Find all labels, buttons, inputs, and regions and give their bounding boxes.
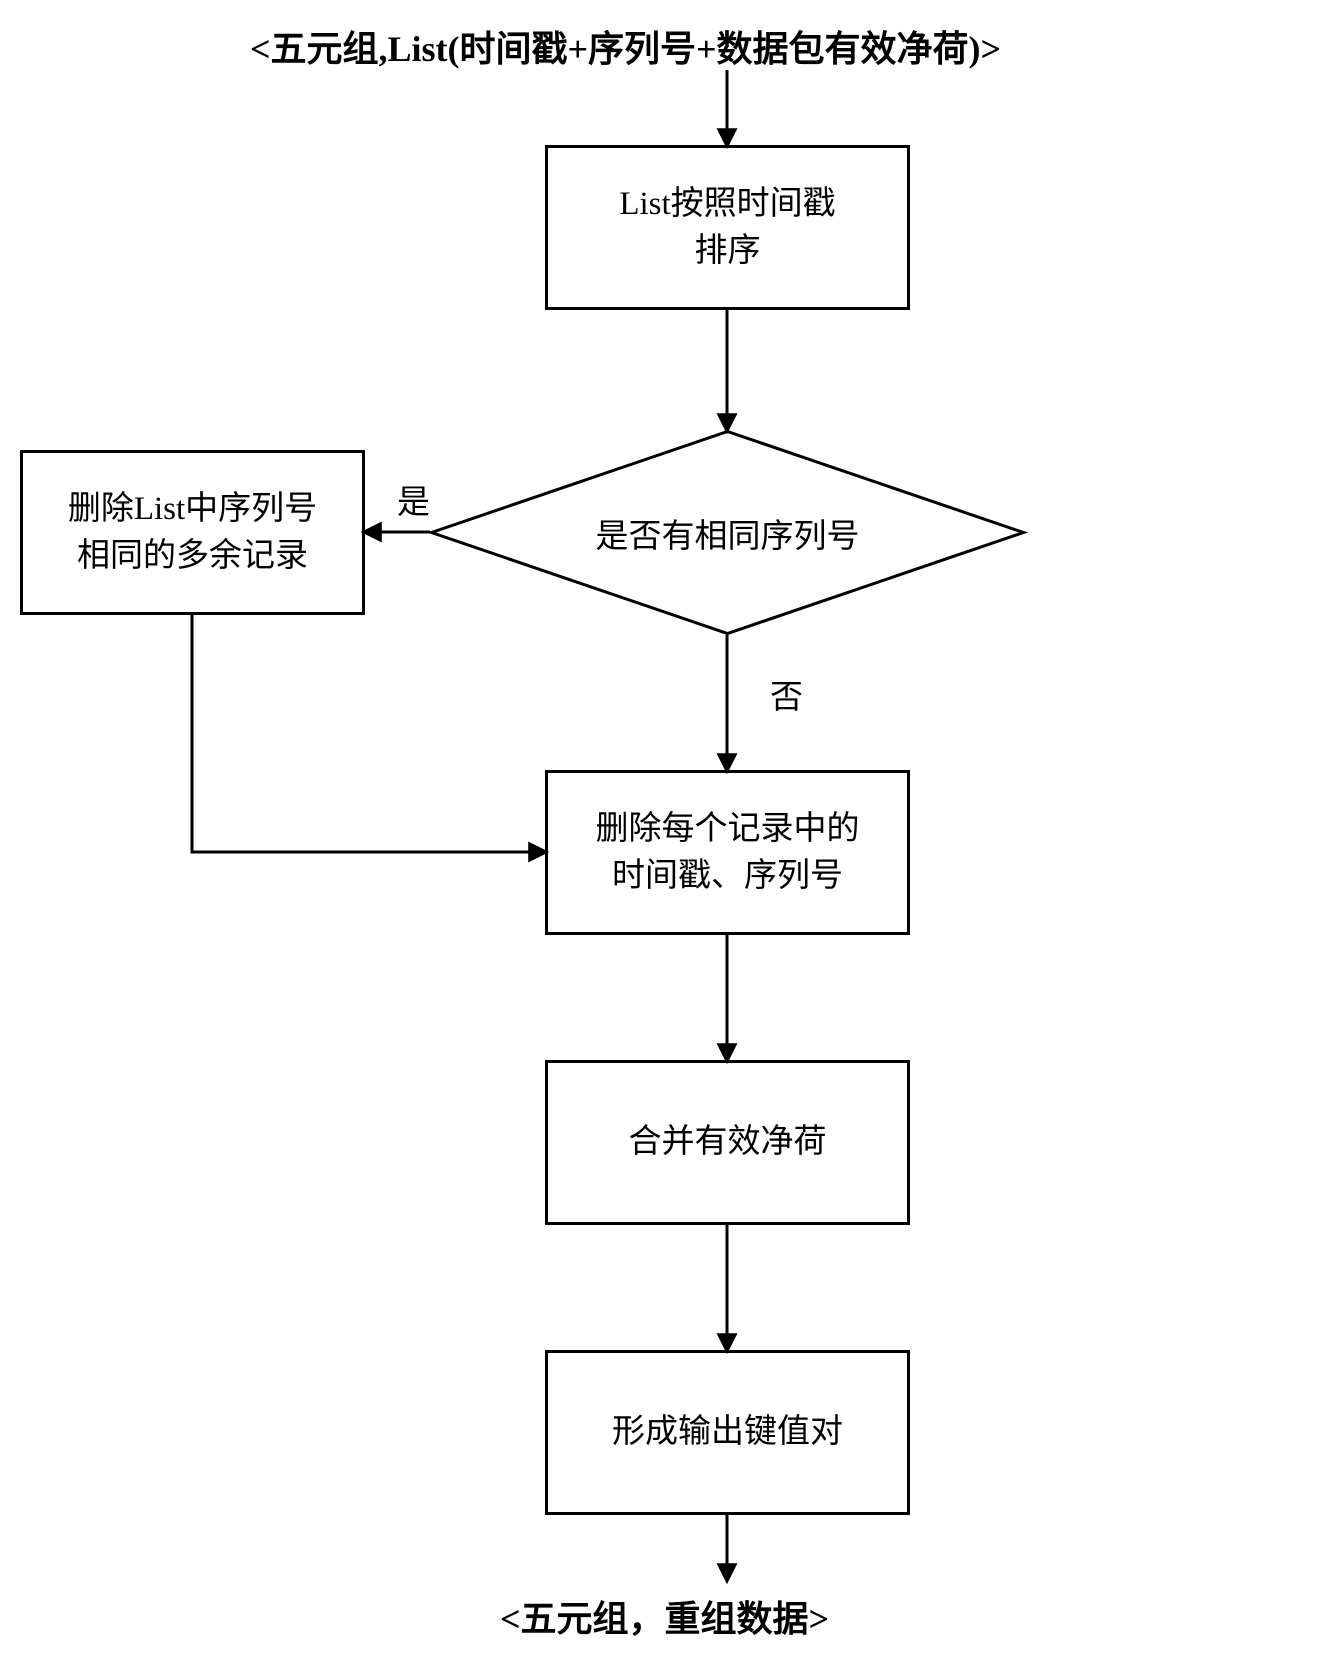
connectors: [0, 0, 1328, 1669]
